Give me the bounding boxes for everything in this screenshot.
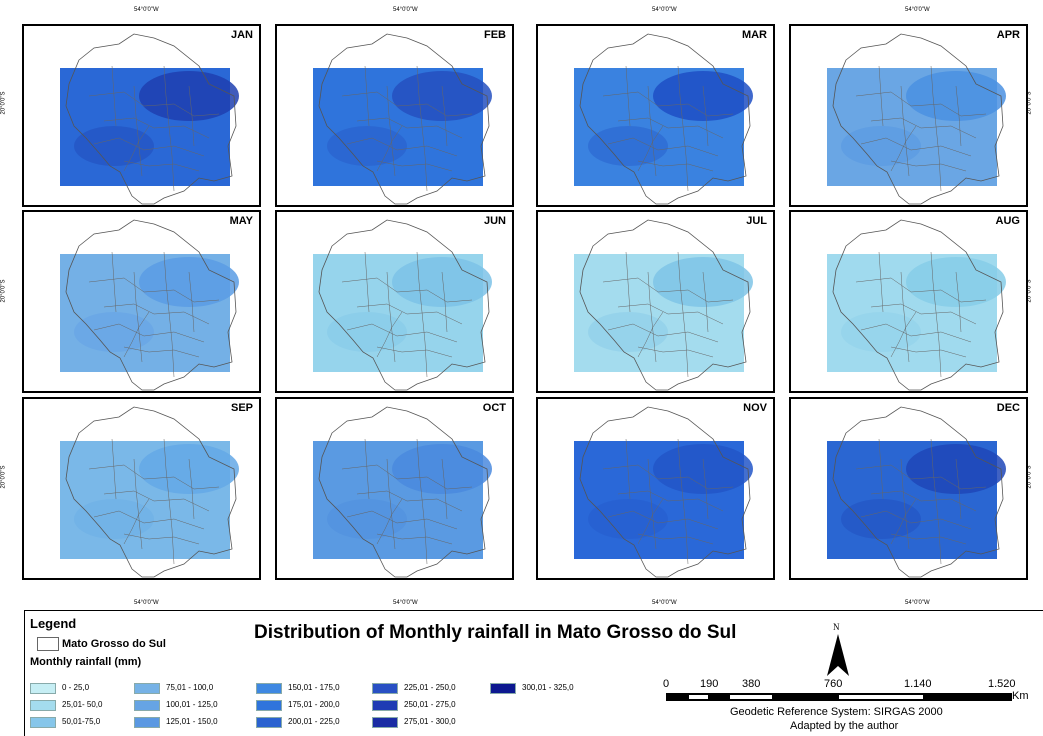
map-panel-sep: SEP (22, 397, 261, 580)
legend-swatch (256, 683, 282, 694)
legend-title: Legend (30, 616, 77, 631)
scale-tick-1520: 1.520 (988, 678, 1016, 690)
rainfall-surface (827, 33, 1006, 205)
rainfall-surface (574, 406, 753, 578)
scale-tick-380: 380 (742, 678, 761, 690)
legend-swatch (30, 683, 56, 694)
legend-class-label: 225,01 - 250,0 (404, 683, 456, 692)
legend-class-label: 200,01 - 225,0 (288, 717, 340, 726)
north-label: N (833, 622, 840, 632)
scale-tick-760: 760 (824, 678, 843, 690)
lon-label-top-2: 54°0'0"W (393, 7, 418, 13)
month-label: AUG (995, 215, 1020, 227)
map-panel-jul: JUL (536, 210, 775, 393)
rainfall-surface (60, 406, 239, 578)
month-label: JUN (483, 215, 506, 227)
month-label: FEB (484, 29, 506, 41)
rainfall-surface (60, 219, 239, 391)
rainfall-surface (313, 219, 492, 391)
legend-class-label: 300,01 - 325,0 (522, 683, 574, 692)
rainfall-label: Monthly rainfall (mm) (30, 656, 142, 668)
rainfall-surface (827, 219, 1006, 391)
map-panel-mar: MAR (536, 24, 775, 207)
lon-label-top-3: 54°0'0"W (652, 7, 677, 13)
month-label: SEP (230, 402, 253, 414)
rainfall-surface (827, 406, 1006, 578)
rainfall-surface (574, 219, 753, 391)
north-arrow: N (818, 622, 858, 678)
legend-class-label: 125,01 - 150,0 (166, 717, 218, 726)
scale-unit: Km (1012, 690, 1029, 702)
legend-swatch (372, 717, 398, 728)
legend-class-label: 100,01 - 125,0 (166, 700, 218, 709)
rainfall-surface (313, 406, 492, 578)
legend-class-label: 0 - 25,0 (62, 683, 90, 692)
map-panel-apr: APR (789, 24, 1028, 207)
scale-bar-graphic (666, 693, 1012, 701)
lon-label-top-1: 54°0'0"W (134, 7, 159, 13)
scale-tick-1140: 1.140 (904, 678, 932, 690)
legend-swatch (30, 717, 56, 728)
map-panel-jun: JUN (275, 210, 514, 393)
month-label: MAR (741, 29, 767, 41)
map-panel-feb: FEB (275, 24, 514, 207)
legend-swatch (372, 700, 398, 711)
rainfall-surface (60, 33, 239, 205)
legend-swatch (30, 700, 56, 711)
north-arrow-icon (827, 634, 849, 676)
month-label: APR (996, 29, 1020, 41)
scale-tick-0: 0 (663, 678, 670, 690)
month-label: NOV (743, 402, 767, 414)
month-label: DEC (996, 402, 1020, 414)
legend-class-label: 50,01-75,0 (62, 717, 101, 726)
legend-swatch (134, 700, 160, 711)
legend-swatch (134, 717, 160, 728)
legend-swatch (256, 700, 282, 711)
legend-frame (24, 610, 1043, 736)
month-label: JAN (230, 29, 253, 41)
rainfall-surface (574, 33, 753, 205)
legend-swatch (372, 683, 398, 694)
author-credit: Adapted by the author (790, 720, 899, 732)
legend-class-label: 175,01 - 200,0 (288, 700, 340, 709)
legend-class-label: 250,01 - 275,0 (404, 700, 456, 709)
map-panel-aug: AUG (789, 210, 1028, 393)
legend-class-label: 75,01 - 100,0 (166, 683, 214, 692)
rainfall-surface (313, 33, 492, 205)
map-panel-dec: DEC (789, 397, 1028, 580)
lon-label-bottom-3: 54°0'0"W (652, 600, 677, 606)
lat-label-left-3: 20°0'0"S (0, 465, 7, 489)
lat-label-left-1: 20°0'0"S (0, 91, 7, 115)
lon-label-bottom-2: 54°0'0"W (393, 600, 418, 606)
legend-swatch (134, 683, 160, 694)
legend-class-label: 150,01 - 175,0 (288, 683, 340, 692)
lon-label-bottom-4: 54°0'0"W (905, 600, 930, 606)
legend-swatch (490, 683, 516, 694)
legend-class-label: 25,01- 50,0 (62, 700, 103, 709)
map-panel-oct: OCT (275, 397, 514, 580)
map-panel-may: MAY (22, 210, 261, 393)
reference-system: Geodetic Reference System: SIRGAS 2000 (730, 706, 943, 718)
region-swatch (37, 637, 59, 651)
month-label: JUL (746, 215, 767, 227)
lon-label-top-4: 54°0'0"W (905, 7, 930, 13)
map-title: Distribution of Monthly rainfall in Mato… (254, 622, 737, 643)
lon-label-bottom-1: 54°0'0"W (134, 600, 159, 606)
month-label: OCT (482, 402, 506, 414)
map-panel-nov: NOV (536, 397, 775, 580)
lat-label-left-2: 20°0'0"S (0, 279, 7, 303)
region-label: Mato Grosso do Sul (62, 638, 166, 650)
scale-tick-190: 190 (700, 678, 719, 690)
map-panel-jan: JAN (22, 24, 261, 207)
legend-class-label: 275,01 - 300,0 (404, 717, 456, 726)
month-label: MAY (229, 215, 253, 227)
legend-swatch (256, 717, 282, 728)
